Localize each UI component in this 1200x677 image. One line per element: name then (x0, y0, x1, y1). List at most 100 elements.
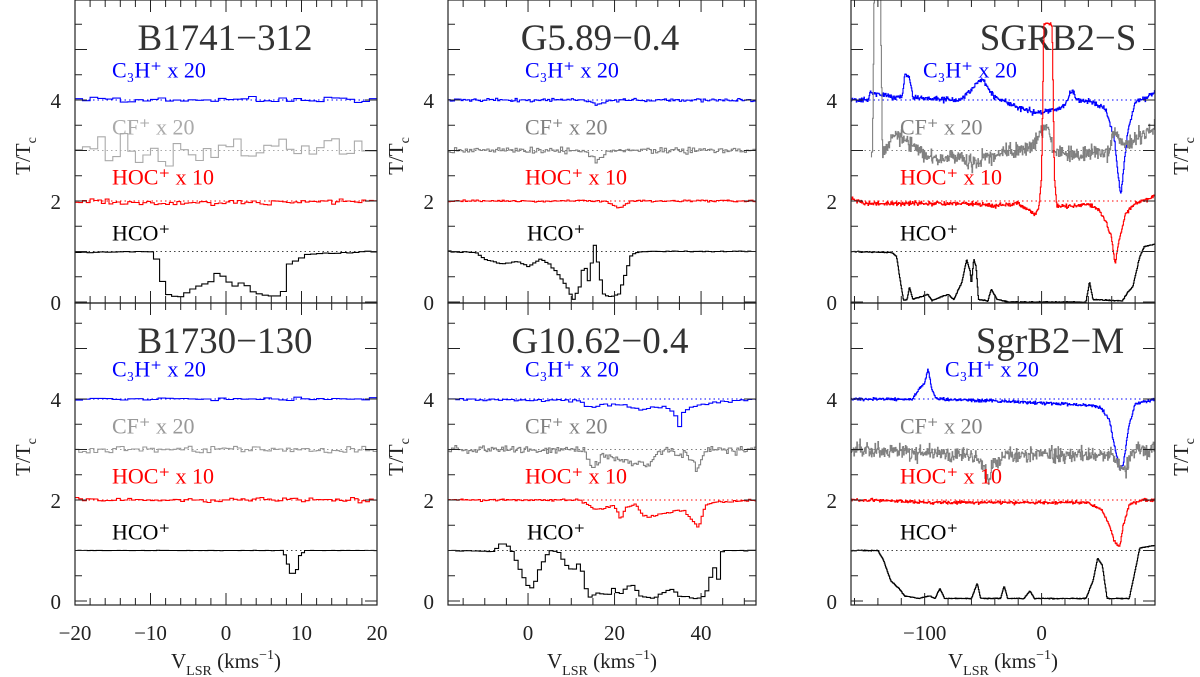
x-tick-label: 10 (291, 621, 312, 645)
y-tick-label: 4 (827, 89, 838, 113)
x-tick-label: 20 (367, 621, 388, 645)
spectrum-hoc-plus (75, 198, 377, 206)
plot-area (75, 95, 377, 298)
y-axis-label-main: T/T (11, 444, 35, 476)
spectrum-cf-plus (448, 146, 756, 164)
line-label: HCO⁺ (527, 220, 585, 245)
y-axis-label: T/Tc (11, 438, 40, 476)
spectrum-c3h-plus (75, 396, 377, 402)
spectrum-hco-plus (75, 549, 377, 574)
line-label: CF⁺ x 20 (525, 413, 608, 438)
line-label: HCO⁺ (112, 519, 170, 544)
plot-area (851, 0, 1155, 303)
line-label: HCO⁺ (112, 220, 170, 245)
spectrum-hco-plus (448, 244, 756, 300)
x-tick-label: −10 (134, 621, 167, 645)
x-axis-label-sup: −1 (1036, 648, 1051, 663)
y-tick-label: 4 (424, 89, 435, 113)
plot-area (448, 397, 756, 600)
y-axis-label-main: T/T (1169, 143, 1193, 175)
line-label: CF⁺ x 20 (900, 413, 983, 438)
y-tick-label: 4 (51, 388, 62, 412)
x-axis-label-sub: LSR (186, 664, 212, 677)
y-axis-label: T/Tc (1169, 438, 1198, 476)
y-axis-label: T/Tc (1169, 137, 1198, 175)
spectrum-hco-plus (851, 243, 1155, 303)
y-tick-label: 0 (424, 590, 435, 614)
y-tick-label: 0 (827, 590, 838, 614)
y-tick-label: 2 (51, 489, 62, 513)
line-label: CF⁺ x 20 (112, 413, 195, 438)
panel-title: SGRB2−S (980, 18, 1137, 59)
y-tick-label: 0 (51, 291, 62, 315)
x-tick-label: 20 (604, 621, 625, 645)
panel-title: G10.62−0.4 (511, 321, 688, 362)
y-tick-label: 4 (51, 89, 62, 113)
x-axis-label: VLSR (kms−1) (171, 648, 281, 677)
line-label: C₃H⁺ x 20 (923, 57, 1017, 82)
panel-title: G5.89−0.4 (521, 18, 680, 59)
spectrum-cf-plus (870, 0, 1155, 174)
line-label: C₃H⁺ x 20 (112, 57, 206, 82)
y-tick-label: 2 (51, 190, 62, 214)
x-tick-label: 0 (1036, 621, 1047, 645)
x-tick-label: 0 (523, 621, 534, 645)
panel-title: SgrB2−M (976, 321, 1124, 362)
spectrum-c3h-plus (448, 397, 756, 428)
x-axis-label-sub: LSR (963, 664, 989, 677)
x-axis-label-main: V (547, 649, 562, 673)
x-axis-label-end: ) (1051, 649, 1058, 673)
line-label: HCO⁺ (900, 220, 958, 245)
line-label: HCO⁺ (900, 519, 958, 544)
y-tick-label: 0 (51, 590, 62, 614)
spectrum-cf-plus (75, 133, 377, 167)
y-axis-label: T/Tc (384, 137, 413, 175)
spectrum-c3h-plus (851, 368, 1155, 470)
plot-area (75, 396, 377, 574)
spectrum-cf-plus (75, 445, 377, 454)
y-axis-label: T/Tc (11, 137, 40, 175)
line-label: CF⁺ x 20 (900, 114, 983, 139)
y-axis-label-sub: c (398, 438, 413, 444)
x-axis-label-sub: LSR (562, 664, 588, 677)
line-label: C₃H⁺ x 20 (112, 356, 206, 381)
x-tick-label: −100 (903, 621, 946, 645)
line-label: HOC⁺ x 10 (525, 164, 627, 189)
y-axis-label-sub: c (25, 438, 40, 444)
line-label: HOC⁺ x 10 (900, 463, 1002, 488)
x-axis-label: VLSR (kms−1) (948, 648, 1058, 677)
x-axis-label-sup: −1 (635, 648, 650, 663)
y-axis-label-main: T/T (11, 143, 35, 175)
plot-area (448, 97, 756, 300)
y-tick-label: 2 (827, 489, 838, 513)
spectrum-hco-plus (851, 544, 1155, 600)
panel-frame (447, 302, 757, 606)
y-axis-label-sub: c (398, 137, 413, 143)
line-label: C₃H⁺ x 20 (525, 57, 619, 82)
spectrum-cf-plus (448, 445, 756, 473)
y-tick-label: 0 (424, 291, 435, 315)
line-label: CF⁺ x 20 (112, 114, 195, 139)
line-label: HOC⁺ x 10 (112, 164, 214, 189)
x-tick-label: −20 (59, 621, 92, 645)
y-tick-label: 4 (424, 388, 435, 412)
plot-area (851, 368, 1155, 600)
y-axis-label-sub: c (1183, 137, 1198, 143)
x-axis-label-main: V (171, 649, 186, 673)
spectrum-hoc-plus (448, 199, 756, 209)
x-axis-label-mid: (kms (588, 649, 635, 673)
x-axis-label: VLSR (kms−1) (547, 648, 657, 677)
spectrum-hco-plus (75, 250, 377, 298)
y-tick-label: 0 (827, 291, 838, 315)
x-axis-label-end: ) (650, 649, 657, 673)
spectrum-cf-plus (851, 438, 1155, 485)
y-axis-label: T/Tc (384, 438, 413, 476)
line-label: C₃H⁺ x 20 (525, 356, 619, 381)
